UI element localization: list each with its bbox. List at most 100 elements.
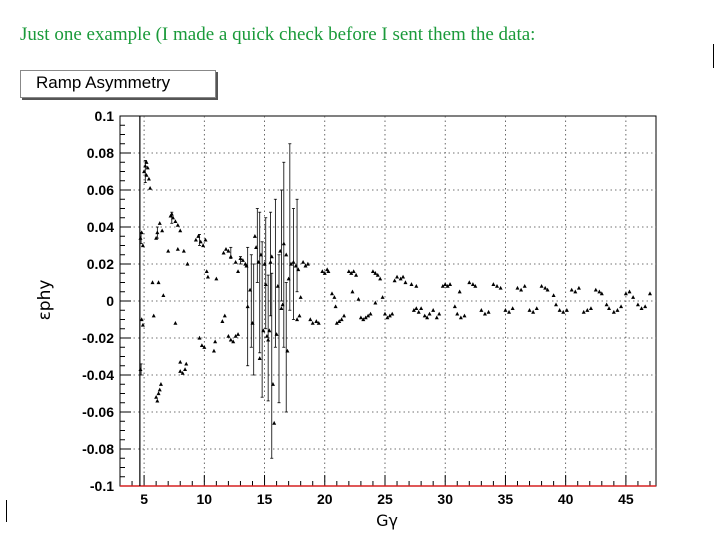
data-point bbox=[401, 274, 406, 279]
data-point bbox=[248, 287, 253, 292]
data-point bbox=[495, 284, 500, 288]
x-tick-label: 15 bbox=[257, 491, 273, 507]
data-point bbox=[293, 263, 298, 268]
data-point bbox=[385, 315, 390, 320]
data-point bbox=[285, 348, 290, 353]
data-point bbox=[238, 256, 243, 261]
data-point bbox=[434, 315, 439, 320]
data-point bbox=[201, 243, 206, 248]
data-point bbox=[390, 311, 395, 316]
data-point bbox=[240, 258, 245, 262]
data-point bbox=[346, 269, 351, 273]
data-point bbox=[576, 285, 581, 290]
data-point bbox=[373, 271, 378, 275]
y-tick-label: 0.04 bbox=[87, 219, 114, 235]
data-point bbox=[156, 280, 161, 285]
data-point bbox=[279, 306, 284, 310]
data-point bbox=[448, 282, 453, 286]
data-point bbox=[452, 304, 457, 309]
data-point bbox=[267, 328, 272, 333]
data-point bbox=[619, 304, 624, 309]
data-point bbox=[169, 211, 174, 216]
data-point bbox=[211, 348, 216, 353]
data-point bbox=[161, 293, 166, 298]
data-point bbox=[221, 250, 226, 255]
data-point bbox=[339, 317, 344, 322]
x-tick-labels: 5 10 15 20 25 30 35 40 45 bbox=[140, 491, 634, 507]
data-point bbox=[320, 269, 325, 273]
data-point bbox=[155, 398, 160, 403]
data-point bbox=[154, 235, 159, 240]
data-point bbox=[314, 319, 319, 323]
data-point bbox=[395, 274, 400, 279]
data-point bbox=[173, 219, 178, 224]
data-point bbox=[503, 308, 508, 312]
data-point bbox=[486, 309, 491, 314]
data-point bbox=[427, 311, 432, 316]
data-point bbox=[291, 259, 296, 264]
data-point bbox=[254, 245, 259, 249]
data-point bbox=[275, 284, 280, 288]
data-point bbox=[250, 321, 255, 325]
y-axis-label: εphy bbox=[35, 280, 55, 321]
data-point bbox=[440, 284, 445, 288]
plot-title-box bbox=[20, 70, 216, 98]
data-point bbox=[326, 269, 331, 273]
data-point bbox=[422, 313, 427, 318]
data-point bbox=[175, 247, 180, 251]
data-point bbox=[607, 306, 612, 310]
data-point bbox=[599, 291, 604, 296]
data-point bbox=[593, 287, 598, 292]
data-point bbox=[185, 261, 190, 266]
data-point bbox=[611, 309, 616, 314]
data-point bbox=[375, 272, 380, 277]
data-point bbox=[226, 248, 231, 253]
data-point bbox=[473, 284, 478, 288]
data-point bbox=[138, 367, 143, 372]
left-border-line bbox=[6, 500, 7, 522]
data-point bbox=[351, 269, 356, 273]
x-tick-label: 45 bbox=[618, 491, 634, 507]
data-point bbox=[166, 248, 171, 253]
data-point bbox=[143, 163, 148, 168]
data-point bbox=[479, 308, 484, 312]
data-point bbox=[361, 317, 366, 322]
data-point bbox=[356, 296, 361, 301]
data-point bbox=[193, 237, 198, 242]
data-point bbox=[350, 289, 355, 294]
y-tick-label: -0.06 bbox=[82, 404, 114, 420]
data-point bbox=[258, 252, 263, 257]
data-point bbox=[316, 321, 321, 325]
data-point bbox=[639, 306, 644, 310]
data-point bbox=[531, 309, 536, 314]
data-point bbox=[214, 276, 219, 281]
data-point bbox=[284, 252, 289, 257]
data-point bbox=[366, 313, 371, 318]
data-point bbox=[296, 267, 301, 272]
y-tick-label: 0 bbox=[106, 293, 114, 309]
data-point bbox=[268, 259, 273, 264]
data-point bbox=[178, 369, 183, 373]
data-point bbox=[333, 304, 338, 309]
data-point bbox=[403, 280, 408, 285]
data-point bbox=[378, 276, 383, 281]
data-point bbox=[281, 241, 286, 246]
data-point bbox=[515, 285, 520, 290]
data-point bbox=[295, 317, 300, 322]
data-point bbox=[213, 339, 218, 344]
data-point bbox=[635, 302, 640, 307]
data-point bbox=[631, 295, 636, 299]
data-point bbox=[278, 248, 283, 253]
data-point bbox=[615, 308, 620, 312]
data-point bbox=[220, 319, 225, 323]
data-point bbox=[244, 263, 249, 268]
data-point bbox=[252, 234, 257, 238]
data-point bbox=[380, 295, 385, 299]
data-point bbox=[157, 221, 162, 225]
data-point bbox=[564, 308, 569, 312]
data-point bbox=[409, 282, 414, 286]
data-point bbox=[573, 289, 578, 294]
data-point bbox=[204, 269, 209, 273]
data-point bbox=[363, 315, 368, 320]
